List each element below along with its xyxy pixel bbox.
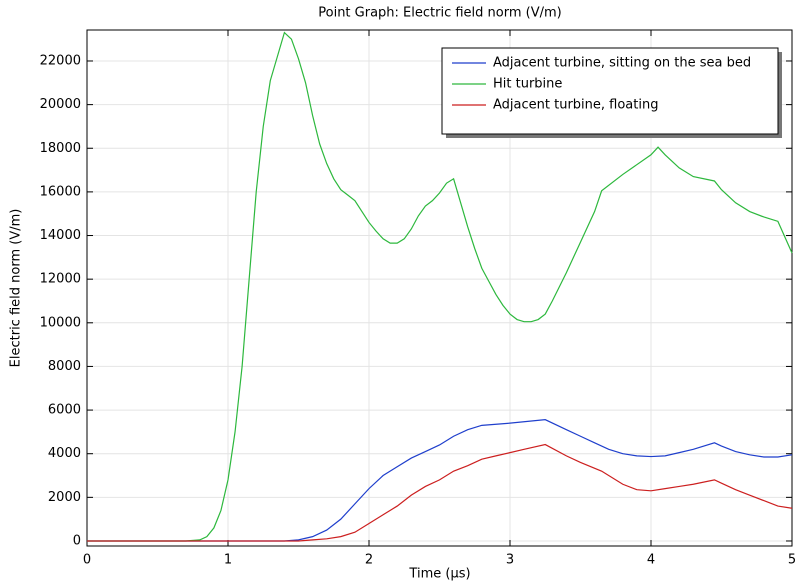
y-tick-label: 16000 [40,184,81,199]
legend-label: Adjacent turbine, floating [493,98,658,113]
x-tick-label: 0 [83,553,91,568]
series-line [87,443,793,542]
legend-box [441,47,779,135]
legend-label: Adjacent turbine, sitting on the sea bed [493,56,751,71]
y-tick-label: 8000 [48,359,81,374]
y-tick-label: 12000 [40,272,81,287]
x-tick-label: 1 [224,553,232,568]
plot-frame [86,29,793,547]
x-axis-label: Time (µs) [408,567,470,582]
series-line [87,31,793,542]
x-tick-label: 5 [788,553,796,568]
y-tick-label: 6000 [48,403,81,418]
y-tick-label: 18000 [40,141,81,156]
y-tick-label: 0 [73,533,81,548]
y-tick-label: 20000 [40,97,81,112]
x-tick-label: 4 [647,553,655,568]
y-axis-label: Electric field norm (V/m) [9,209,24,368]
y-tick-label: 4000 [48,446,81,461]
series-line [87,419,793,542]
y-tick-label: 2000 [48,490,81,505]
y-tick-label: 22000 [40,53,81,68]
chart-title: Point Graph: Electric field norm (V/m) [318,6,561,21]
x-tick-label: 2 [365,553,373,568]
x-tick-label: 3 [506,553,514,568]
y-tick-label: 10000 [40,315,81,330]
y-tick-label: 14000 [40,228,81,243]
legend-label: Hit turbine [493,77,562,92]
